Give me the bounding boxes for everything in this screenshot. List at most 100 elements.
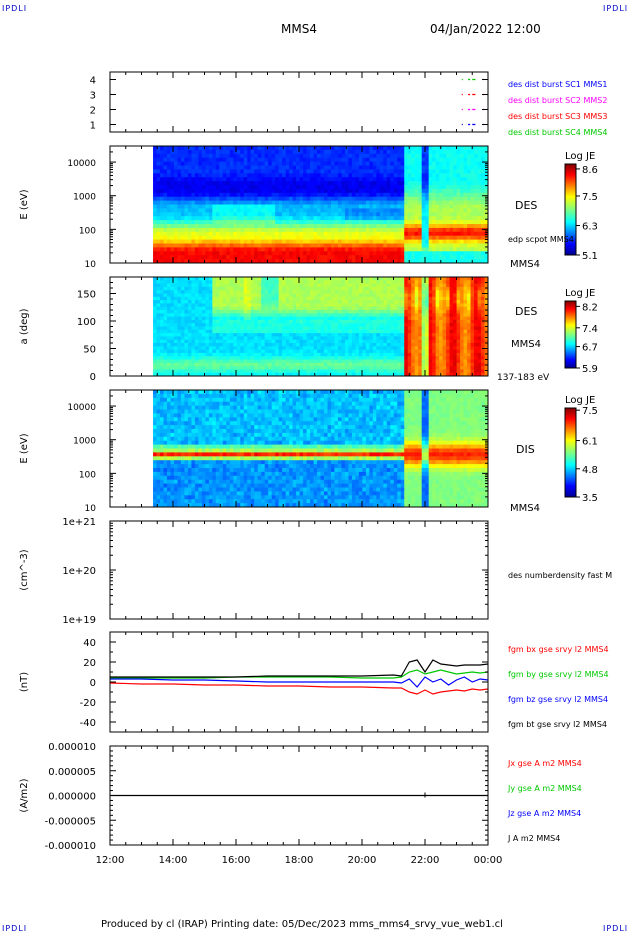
des-energy-spectrogram-cell bbox=[442, 224, 447, 229]
des-energy-spectrogram-cell bbox=[201, 235, 206, 241]
des-energy-spectrogram-cell bbox=[351, 259, 357, 263]
des-energy-spectrogram-cell bbox=[215, 192, 220, 198]
des-energy-spectrogram-cell bbox=[418, 224, 423, 229]
des-energy-spectrogram-cell bbox=[474, 165, 479, 170]
des-energy-spectrogram-cell bbox=[254, 192, 259, 198]
des-energy-spectrogram-cell bbox=[383, 243, 388, 248]
des-energy-spectrogram-cell bbox=[226, 220, 231, 225]
des-energy-spectrogram-cell bbox=[191, 255, 196, 260]
des-energy-spectrogram-cell bbox=[184, 165, 189, 170]
des-pitch-spectrogram-cell bbox=[282, 319, 287, 324]
des-pitch-spectrogram-cell bbox=[393, 372, 398, 376]
des-energy-spectrogram-cell bbox=[173, 227, 179, 233]
des-pitch-spectrogram-cell bbox=[226, 310, 231, 314]
des-pitch-spectrogram-cell bbox=[201, 343, 206, 347]
des-energy-spectrogram-cell bbox=[254, 239, 259, 245]
des-pitch-spectrogram-cell bbox=[341, 336, 346, 341]
des-pitch-spectrogram-cell bbox=[341, 362, 346, 367]
des-energy-spectrogram-cell bbox=[418, 204, 423, 209]
des-pitch-spectrogram-cell bbox=[191, 326, 196, 331]
des-energy-spectrogram-cell bbox=[285, 231, 290, 237]
des-energy-spectrogram-cell bbox=[411, 216, 416, 221]
des-energy-spectrogram-cell bbox=[184, 220, 189, 225]
des-energy-spectrogram-cell bbox=[306, 161, 311, 167]
des-energy-spectrogram-cell bbox=[215, 181, 220, 186]
des-energy-spectrogram-cell bbox=[160, 169, 165, 174]
des-pitch-spectrogram-cell bbox=[167, 343, 172, 347]
des-pitch-spectrogram-cell bbox=[180, 310, 186, 314]
des-energy-spectrogram-cell bbox=[261, 212, 266, 217]
des-pitch-spectrogram-cell bbox=[285, 283, 290, 288]
des-energy-spectrogram-cell bbox=[320, 208, 325, 213]
des-energy-spectrogram-cell bbox=[467, 212, 472, 217]
des-pitch-spectrogram-cell bbox=[292, 283, 297, 288]
des-energy-spectrogram-cell bbox=[484, 192, 488, 198]
des-pitch-spectrogram-cell bbox=[268, 293, 273, 298]
des-energy-spectrogram-cell bbox=[271, 220, 276, 225]
des-energy-spectrogram-cell bbox=[201, 212, 206, 217]
des-pitch-spectrogram-cell bbox=[275, 313, 280, 318]
des-energy-spectrogram-cell bbox=[474, 149, 479, 155]
des-energy-spectrogram-cell bbox=[282, 235, 287, 241]
des-energy-spectrogram-cell bbox=[163, 153, 168, 159]
des-energy-spectrogram-cell bbox=[421, 149, 426, 155]
des-energy-spectrogram-cell bbox=[418, 247, 423, 252]
des-pitch-spectrogram-cell bbox=[156, 300, 161, 304]
des-pitch-spectrogram-cell bbox=[327, 283, 332, 288]
des-energy-spectrogram-cell bbox=[414, 188, 419, 194]
des-energy-spectrogram-cell bbox=[348, 181, 353, 186]
des-energy-spectrogram-cell bbox=[456, 227, 461, 233]
des-pitch-spectrogram-cell bbox=[344, 303, 350, 308]
des-energy-spectrogram-cell bbox=[334, 259, 339, 263]
des-pitch-spectrogram-cell bbox=[351, 346, 357, 351]
des-pitch-spectrogram-cell bbox=[306, 293, 311, 298]
des-pitch-spectrogram-cell bbox=[327, 306, 332, 311]
des-energy-spectrogram-cell bbox=[303, 216, 308, 221]
des-pitch-spectrogram-cell bbox=[264, 346, 269, 351]
des-pitch-spectrogram-cell bbox=[229, 339, 234, 344]
des-energy-spectrogram-cell bbox=[330, 216, 336, 221]
des-energy-spectrogram-cell bbox=[282, 173, 287, 178]
des-pitch-spectrogram-cell bbox=[250, 333, 255, 337]
des-pitch-spectrogram-cell bbox=[264, 369, 269, 374]
des-energy-spectrogram-cell bbox=[428, 239, 433, 245]
des-energy-spectrogram-cell bbox=[219, 161, 224, 167]
des-energy-spectrogram-cell bbox=[215, 185, 220, 190]
des-pitch-spectrogram-cell bbox=[201, 290, 206, 295]
des-energy-spectrogram-cell bbox=[243, 196, 248, 202]
des-energy-spectrogram-cell bbox=[369, 231, 374, 237]
des-energy-spectrogram-cell bbox=[236, 181, 241, 186]
des-energy-spectrogram-cell bbox=[278, 255, 283, 260]
des-energy-spectrogram-cell bbox=[306, 255, 311, 260]
des-energy-spectrogram-cell bbox=[369, 192, 374, 198]
des-pitch-spectrogram-cell bbox=[236, 362, 241, 367]
des-pitch-spectrogram-cell bbox=[327, 323, 332, 328]
des-pitch-spectrogram-cell bbox=[379, 300, 384, 304]
des-energy-spectrogram-cell bbox=[383, 157, 388, 163]
des-pitch-spectrogram-cell bbox=[247, 313, 252, 318]
des-pitch-spectrogram-cell bbox=[327, 346, 332, 351]
des-pitch-spectrogram-cell bbox=[348, 359, 353, 364]
des-energy-spectrogram-cell bbox=[376, 224, 381, 229]
des-pitch-spectrogram-cell bbox=[397, 277, 402, 281]
des-energy-spectrogram-cell bbox=[425, 235, 430, 241]
des-pitch-spectrogram-cell bbox=[275, 296, 280, 301]
des-energy-spectrogram-cell bbox=[247, 196, 252, 202]
des-energy-spectrogram-cell bbox=[460, 227, 465, 233]
des-energy-spectrogram-cell bbox=[317, 196, 322, 202]
des-pitch-spectrogram-cell bbox=[198, 296, 203, 301]
des-pitch-spectrogram-cell bbox=[299, 352, 304, 357]
des-energy-spectrogram-cell bbox=[226, 259, 231, 263]
des-energy-spectrogram-cell bbox=[393, 146, 398, 151]
des-pitch-spectrogram-cell bbox=[215, 333, 220, 337]
des-energy-spectrogram-cell bbox=[418, 161, 423, 167]
des-energy-spectrogram-cell bbox=[296, 185, 301, 190]
des-energy-spectrogram-cell bbox=[153, 243, 158, 248]
des-pitch-spectrogram-cell bbox=[365, 346, 370, 351]
des-pitch-spectrogram-cell bbox=[187, 313, 193, 318]
des-pitch-spectrogram-cell bbox=[205, 372, 210, 376]
des-pitch-spectrogram-cell bbox=[285, 293, 290, 298]
des-energy-spectrogram-cell bbox=[264, 185, 269, 190]
des-energy-spectrogram-cell bbox=[153, 146, 158, 151]
des-energy-spectrogram-cell bbox=[170, 149, 175, 155]
